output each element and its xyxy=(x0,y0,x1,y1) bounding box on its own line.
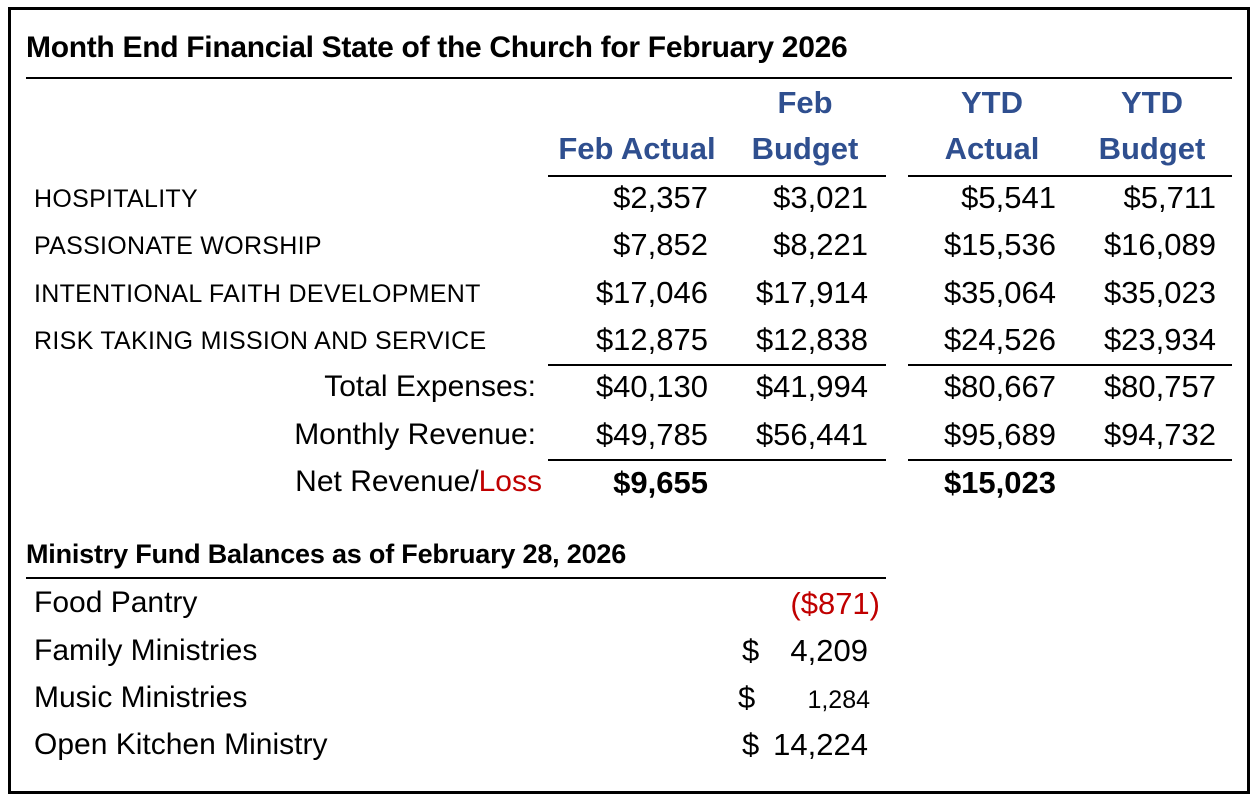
header-ytd-budget-line2: Budget xyxy=(1098,131,1206,166)
cell-ytd-budget: $5,711 xyxy=(1123,180,1216,215)
cell-feb-actual: $12,875 xyxy=(595,322,708,357)
fund-label-food-pantry: Food Pantry xyxy=(34,586,198,619)
cell-ytd-actual: $35,064 xyxy=(943,275,1056,310)
header-rule-feb xyxy=(548,175,886,177)
cell-feb-budget: $17,914 xyxy=(755,275,868,310)
monthly-revenue-feb-actual: $49,785 xyxy=(595,417,708,452)
net-ytd-actual: $15,023 xyxy=(943,465,1056,500)
loss-label: Loss xyxy=(478,465,542,498)
cell-ytd-budget: $16,089 xyxy=(1103,227,1216,262)
cell-ytd-actual: $24,526 xyxy=(943,322,1056,357)
fund-currency-music-ministries: $ xyxy=(738,680,756,715)
total-expenses-feb-actual: $40,130 xyxy=(595,369,708,404)
header-ytd-budget-line1: YTD xyxy=(1121,85,1183,120)
totals-rule-feb xyxy=(548,364,886,366)
fund-amount-family-ministries: 4,209 xyxy=(790,633,868,668)
net-revenue-loss-label: Net Revenue/Loss xyxy=(120,465,542,499)
net-rule-feb xyxy=(548,459,886,461)
monthly-revenue-label: Monthly Revenue: xyxy=(294,418,536,451)
totals-rule-ytd xyxy=(908,364,1232,366)
net-rule-ytd xyxy=(908,459,1232,461)
fund-balances-underline xyxy=(26,577,886,579)
fund-amount-open-kitchen-ministry: 14,224 xyxy=(773,727,868,762)
monthly-revenue-ytd-budget: $94,732 xyxy=(1103,417,1216,452)
total-expenses-label: Total Expenses: xyxy=(324,370,536,403)
header-feb-budget-line1: Feb xyxy=(777,85,833,120)
cell-feb-budget: $8,221 xyxy=(773,227,868,262)
fund-balances-title: Ministry Fund Balances as of February 28… xyxy=(26,539,627,569)
title-underline xyxy=(26,77,1232,79)
report-title: Month End Financial State of the Church … xyxy=(26,31,848,64)
net-revenue-label: Net Revenue/ xyxy=(295,465,479,498)
net-feb-actual: $9,655 xyxy=(613,465,708,500)
report-frame xyxy=(8,7,1250,794)
fund-label-music-ministries: Music Ministries xyxy=(34,681,248,714)
header-ytd-actual-line1: YTD xyxy=(961,85,1023,120)
fund-amount-music-ministries: 1,284 xyxy=(807,686,870,714)
header-rule-ytd xyxy=(908,175,1232,177)
total-expenses-ytd-actual: $80,667 xyxy=(943,369,1056,404)
cell-feb-actual: $7,852 xyxy=(613,227,708,262)
cell-feb-budget: $3,021 xyxy=(773,180,868,215)
row-label-risk-taking-mission: RISK TAKING MISSION AND SERVICE xyxy=(34,327,487,355)
header-feb-actual: Feb Actual xyxy=(558,131,716,166)
cell-feb-budget: $12,838 xyxy=(755,322,868,357)
fund-label-family-ministries: Family Ministries xyxy=(34,634,258,667)
cell-feb-actual: $17,046 xyxy=(595,275,708,310)
fund-currency-open-kitchen-ministry: $ xyxy=(742,727,760,762)
fund-label-open-kitchen-ministry: Open Kitchen Ministry xyxy=(34,728,328,761)
fund-amount-food-pantry: ($871) xyxy=(790,586,880,621)
monthly-revenue-ytd-actual: $95,689 xyxy=(943,417,1056,452)
cell-ytd-budget: $23,934 xyxy=(1103,322,1216,357)
cell-ytd-actual: $15,536 xyxy=(943,227,1056,262)
cell-feb-actual: $2,357 xyxy=(613,180,708,215)
row-label-intentional-faith-development: INTENTIONAL FAITH DEVELOPMENT xyxy=(34,280,481,308)
header-ytd-actual-line2: Actual xyxy=(944,131,1040,166)
fund-currency-family-ministries: $ xyxy=(742,633,760,668)
cell-ytd-budget: $35,023 xyxy=(1103,275,1216,310)
total-expenses-ytd-budget: $80,757 xyxy=(1103,369,1216,404)
total-expenses-feb-budget: $41,994 xyxy=(755,369,868,404)
monthly-revenue-feb-budget: $56,441 xyxy=(755,417,868,452)
header-feb-budget-line2: Budget xyxy=(751,131,859,166)
row-label-passionate-worship: PASSIONATE WORSHIP xyxy=(34,232,322,260)
row-label-hospitality: HOSPITALITY xyxy=(34,185,198,213)
cell-ytd-actual: $5,541 xyxy=(961,180,1056,215)
